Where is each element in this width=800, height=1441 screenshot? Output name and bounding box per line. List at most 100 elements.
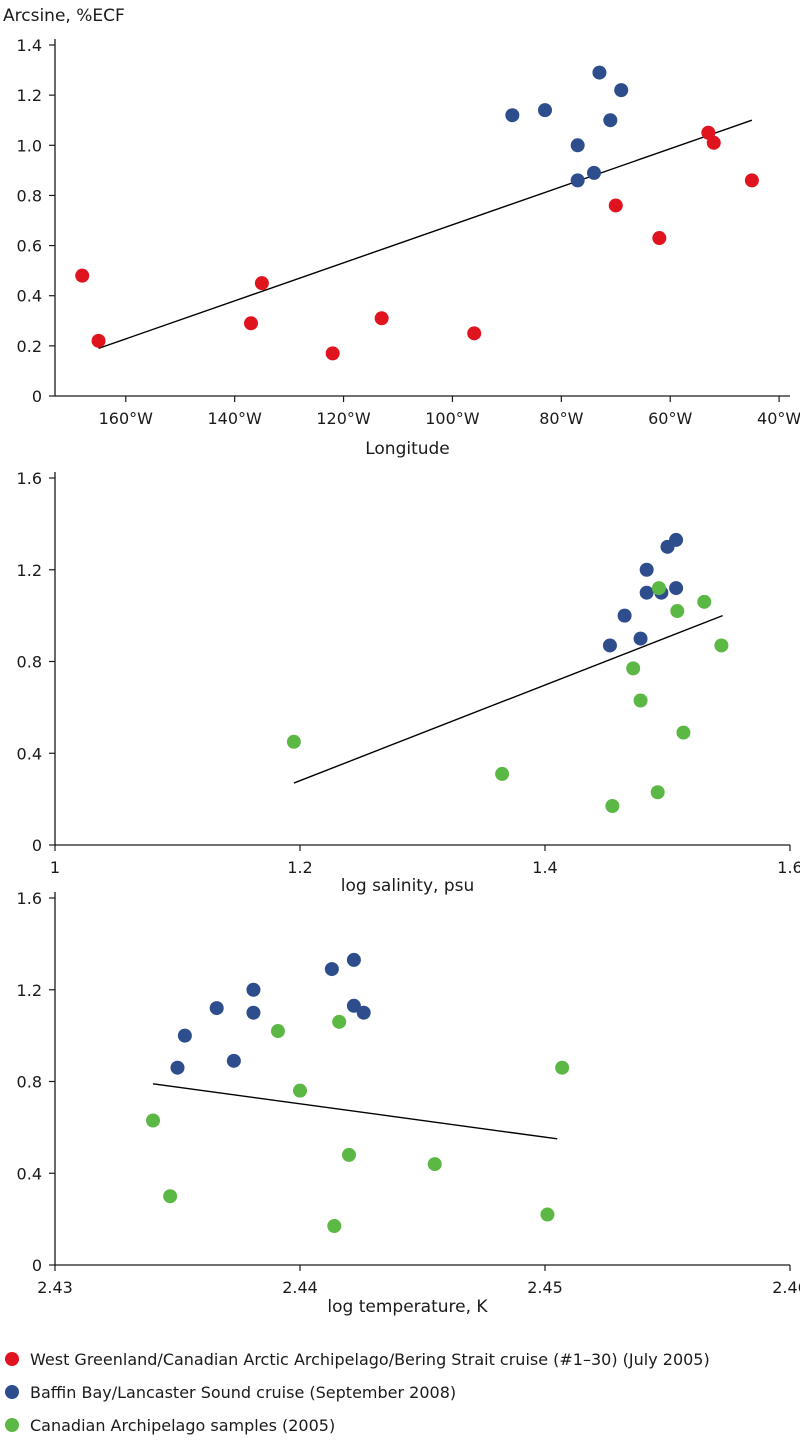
chart-panel-salinity: 0 0.4 0.8 1.2 1.6 1 1.2 1.4 1.6 log salinity, psu: [17, 469, 800, 896]
data-point: [670, 604, 685, 619]
x-tick-label-salinity: 1: [50, 858, 60, 877]
x-axis-label-temperature: log temperature, K: [327, 1297, 488, 1317]
data-point: [332, 1014, 347, 1029]
data-point: [570, 173, 585, 188]
x-tick-label-longitude: 100°W: [425, 409, 480, 428]
series-longitude-0: [75, 125, 759, 361]
data-point: [346, 998, 361, 1013]
data-point: [146, 1113, 160, 1128]
y-tick-label-salinity: 0: [32, 836, 42, 855]
y-tick-label-longitude: 0.4: [17, 287, 42, 306]
data-point: [226, 1053, 241, 1068]
data-point: [327, 1219, 342, 1234]
data-point: [639, 585, 654, 600]
data-point: [246, 982, 261, 997]
y-tick-label-temperature: 1.2: [17, 981, 42, 1000]
data-point: [714, 638, 729, 653]
x-tick-label-temperature: 2.46: [772, 1278, 800, 1297]
x-tick-label-temperature: 2.43: [37, 1278, 73, 1297]
data-point: [177, 1028, 192, 1043]
chart-panel-temperature: 0 0.4 0.8 1.2 1.6 2.43 2.44 2.45 2.46 log tempera…: [17, 889, 800, 1317]
y-tick-label-longitude: 0.8: [17, 186, 42, 205]
data-point: [540, 1207, 555, 1222]
data-point: [617, 608, 632, 623]
x-tick-label-salinity: 1.6: [777, 858, 800, 877]
data-point: [505, 108, 520, 123]
y-tick-label-temperature: 1.6: [17, 889, 42, 908]
x-tick-label-longitude: 120°W: [316, 409, 371, 428]
legend-label: Baffin Bay/Lancaster Sound cruise (Septe…: [30, 1383, 456, 1402]
series-salinity-0: [602, 532, 684, 653]
data-point: [603, 113, 618, 128]
series-temperature-0: [170, 952, 371, 1075]
data-point: [342, 1147, 356, 1162]
data-point: [467, 326, 482, 341]
data-point: [374, 311, 389, 326]
data-point: [356, 1005, 371, 1020]
data-point: [270, 1024, 285, 1039]
data-point: [75, 268, 90, 283]
x-axis-label-salinity: log salinity, psu: [341, 876, 475, 896]
series-temperature-1: [146, 1014, 570, 1234]
y-tick-label-salinity: 1.6: [17, 469, 42, 488]
data-point: [676, 725, 691, 740]
y-tick-label-longitude: 0.2: [17, 337, 42, 356]
data-point: [697, 594, 712, 609]
y-tick-label-temperature: 0.4: [17, 1164, 42, 1183]
legend-marker: [5, 1385, 19, 1399]
x-tick-label-longitude: 160°W: [99, 409, 154, 428]
data-point: [170, 1060, 185, 1075]
data-point: [669, 532, 684, 547]
legend-entry: Canadian Archipelago samples (2005): [5, 1416, 335, 1435]
data-point: [605, 799, 620, 814]
data-point: [633, 693, 648, 708]
legend-label: West Greenland/Canadian Arctic Archipela…: [30, 1350, 710, 1369]
x-tick-label-longitude: 140°W: [207, 409, 262, 428]
data-point: [669, 581, 684, 596]
data-point: [325, 346, 340, 361]
y-tick-label-longitude: 1.2: [17, 86, 42, 105]
data-point: [555, 1060, 570, 1075]
y-tick-label-salinity: 0.8: [17, 653, 42, 672]
y-tick-label-longitude: 1.4: [17, 36, 42, 55]
y-tick-label-longitude: 0: [32, 387, 42, 406]
x-tick-label-longitude: 80°W: [539, 409, 583, 428]
x-tick-label-temperature: 2.44: [282, 1278, 318, 1297]
x-tick-label-temperature: 2.45: [527, 1278, 563, 1297]
y-tick-label-temperature: 0: [32, 1256, 42, 1275]
data-point: [495, 766, 510, 781]
data-point: [324, 962, 339, 977]
series-salinity-1: [286, 581, 729, 814]
fit-line-salinity: [293, 614, 723, 784]
series-longitude-1: [505, 65, 629, 188]
legend-label: Canadian Archipelago samples (2005): [30, 1416, 335, 1435]
y-tick-label-salinity: 1.2: [17, 561, 42, 580]
data-point: [592, 65, 607, 80]
data-point: [602, 638, 617, 653]
legend: West Greenland/Canadian Arctic Archipela…: [5, 1350, 710, 1435]
data-point: [427, 1157, 442, 1172]
data-point: [244, 316, 258, 331]
y-tick-label-longitude: 0.6: [17, 237, 42, 256]
data-point: [706, 135, 721, 150]
data-point: [346, 952, 361, 967]
data-point: [608, 198, 623, 213]
data-point: [163, 1189, 178, 1204]
data-point: [246, 1005, 261, 1020]
data-point: [209, 1001, 224, 1016]
x-tick-label-salinity: 1.4: [532, 858, 557, 877]
x-axis-label-longitude: Longitude: [365, 439, 450, 459]
legend-marker: [5, 1352, 19, 1366]
y-tick-label-temperature: 0.8: [17, 1073, 42, 1092]
data-point: [570, 138, 585, 153]
data-point: [651, 581, 666, 596]
data-point: [639, 562, 654, 577]
y-tick-label-longitude: 1.0: [17, 136, 42, 155]
y-axis-label-longitude: Arcsine, %ECF: [3, 6, 125, 26]
legend-marker: [5, 1418, 19, 1432]
data-point: [254, 276, 269, 291]
fit-line-temperature: [152, 1083, 558, 1140]
data-point: [538, 103, 552, 118]
